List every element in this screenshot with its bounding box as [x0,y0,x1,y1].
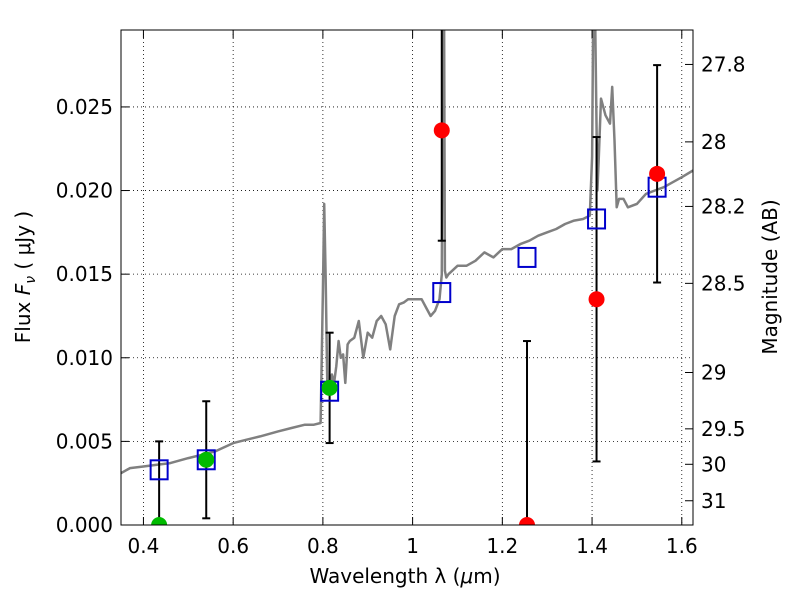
y2-tick-label: 31 [701,489,726,513]
y2-tick-label: 30 [701,452,726,476]
green-flux-point [198,451,215,468]
model-band-square [149,459,169,481]
y-axis-label: Flux Fν ( μJy ) [11,211,39,343]
x-tick-label: 1.2 [486,534,518,558]
red-flux-point [649,165,666,182]
x-tick-label: 1 [406,534,419,558]
x-tick-labels: 0.4 0.6 0.8 1 1.2 1.4 1.6 [128,534,698,558]
x-tick-label: 1.4 [576,534,608,558]
red-flux-point [433,122,450,139]
y-tick-labels: 0.000 0.005 0.010 0.015 0.020 0.025 [56,95,113,537]
y2-tick-label: 27.8 [701,52,746,76]
y2-tick-label: 29 [701,360,726,384]
red-flux-point [519,517,536,525]
error-bars [155,30,662,525]
y-tick-label: 0.020 [56,179,113,203]
y-tick-label: 0.000 [56,513,113,537]
axis-ticks [121,30,693,526]
y2-tick-label: 29.5 [701,417,746,441]
model-spectrum-line [121,30,693,475]
y2-tick-label: 28 [701,130,726,154]
model-band-square [196,449,216,471]
y-tick-label: 0.005 [56,429,113,453]
x-tick-label: 0.6 [217,534,249,558]
y2-tick-label: 28.2 [701,194,746,218]
model-spectrum [121,30,693,475]
y2-tick-label: 28.5 [701,271,746,295]
model-band-square [587,208,607,230]
y-tick-label: 0.015 [56,262,113,286]
y2-axis-label: Magnitude (AB) [758,199,782,354]
green-flux-point [151,517,168,525]
model-band-fluxes [149,176,667,481]
y-tick-label: 0.025 [56,95,113,119]
plot-frame [120,29,694,526]
y-tick-label: 0.010 [56,346,113,370]
x-axis-label: Wavelength λ (μm) [309,564,500,588]
y2-tick-labels: 27.8 28 28.2 28.5 29 29.5 30 31 [701,52,746,512]
green-flux-point [321,379,338,396]
x-tick-label: 0.4 [128,534,160,558]
x-tick-label: 1.6 [666,534,698,558]
red-flux-point [588,291,605,308]
model-band-square [432,282,452,304]
observed-fluxes [151,122,666,525]
model-band-square [517,246,537,268]
x-tick-label: 0.8 [307,534,339,558]
